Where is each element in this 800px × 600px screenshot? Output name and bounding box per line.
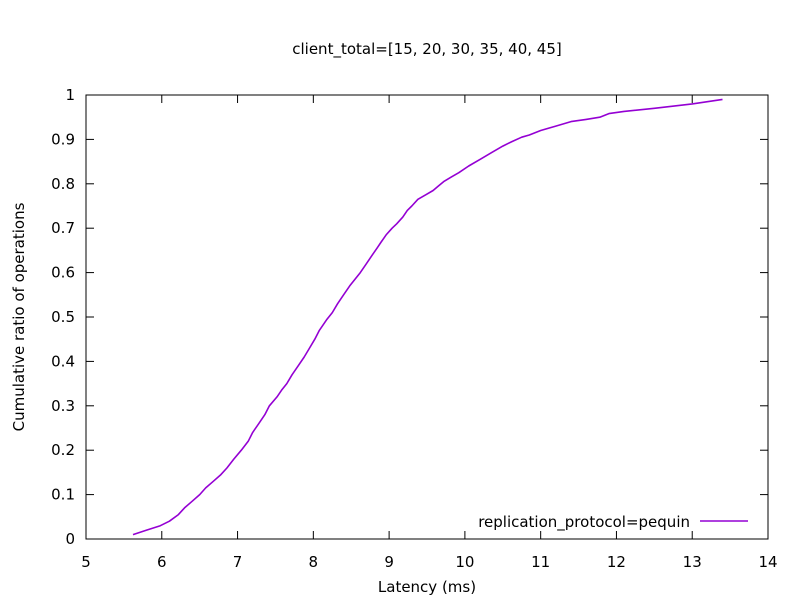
x-tick-label: 6 xyxy=(157,553,167,571)
y-tick-label: 0.8 xyxy=(51,175,75,193)
y-tick-label: 0.7 xyxy=(51,219,75,237)
legend-label: replication_protocol=pequin xyxy=(478,513,690,532)
series-line xyxy=(132,98,723,536)
x-tick-label: 5 xyxy=(81,553,91,571)
y-tick-label: 0.3 xyxy=(51,397,75,415)
y-tick-label: 0.2 xyxy=(51,441,75,459)
x-tick-label: 13 xyxy=(683,553,702,571)
y-axis: 0 0.1 0.2 0.3 0.4 0.5 0.6 0.7 0.8 0.9 1 xyxy=(51,86,768,548)
x-axis-label: Latency (ms) xyxy=(378,578,476,596)
y-tick-label: 0.9 xyxy=(51,130,75,148)
x-tick-label: 8 xyxy=(309,553,319,571)
x-tick-label: 14 xyxy=(758,553,777,571)
x-tick-label: 7 xyxy=(233,553,243,571)
y-tick-label: 0.1 xyxy=(51,486,75,504)
series-layer xyxy=(132,98,723,536)
y-tick-label: 1 xyxy=(65,86,75,104)
y-tick-label: 0.4 xyxy=(51,352,75,370)
chart-title: client_total=[15, 20, 30, 35, 40, 45] xyxy=(292,40,561,59)
x-axis: 5 6 7 8 9 10 11 12 13 14 xyxy=(81,95,778,571)
y-tick-label: 0.5 xyxy=(51,308,75,326)
y-tick-label: 0.6 xyxy=(51,264,75,282)
x-tick-label: 12 xyxy=(607,553,626,571)
x-tick-label: 10 xyxy=(455,553,474,571)
legend: replication_protocol=pequin xyxy=(478,513,748,532)
x-tick-label: 9 xyxy=(384,553,394,571)
x-tick-label: 11 xyxy=(531,553,550,571)
plot-frame xyxy=(85,94,769,540)
y-axis-label: Cumulative ratio of operations xyxy=(10,202,28,431)
y-tick-label: 0 xyxy=(65,530,75,548)
